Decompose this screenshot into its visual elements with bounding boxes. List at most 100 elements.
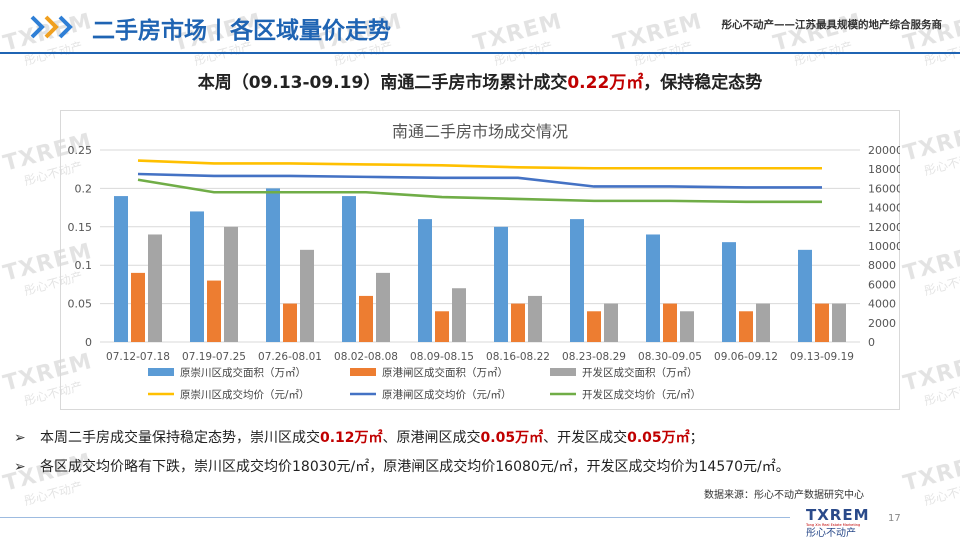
bar: [722, 242, 736, 342]
header-divider: [0, 52, 960, 54]
headline-suffix: ，保持稳定态势: [643, 73, 763, 93]
bullet-text: 各区成交均价略有下跌，崇川区成交均价18030元/㎡，原港闸区成交均价16080…: [40, 459, 790, 475]
bar: [114, 196, 128, 342]
bar: [739, 311, 753, 342]
y-tick-label-left: 0.25: [68, 144, 93, 157]
bar: [511, 303, 525, 342]
logo-subtext: Tong Xin Real Estate Marketing: [806, 523, 861, 527]
footer-divider: [0, 517, 790, 518]
series-line: [137, 159, 822, 170]
legend-swatch: [350, 368, 376, 376]
bullet-text: 本周二手房成交量保持稳定态势，崇川区成交0.12万㎡、原港闸区成交0.05万㎡、…: [40, 430, 704, 446]
legend-label: 原港闸区成交面积（万㎡）: [382, 366, 508, 379]
chart-plot: 0 0.05 0.1 0.15 0.2 0.25 0 2000 4000 6000 8000 1000…: [68, 144, 901, 401]
series-line: [137, 178, 822, 204]
x-tick-label: 08.16-08.22: [486, 351, 550, 363]
logo-text: TXREM: [806, 506, 870, 524]
bar: [452, 288, 466, 342]
legend-label: 开发区成交均价（元/㎡）: [582, 388, 701, 401]
bar: [570, 219, 584, 342]
y-tick-label-left: 0.1: [75, 259, 93, 272]
bullet-text-part: 本周二手房成交量保持稳定态势，崇川区成交: [40, 430, 320, 446]
bar: [680, 311, 694, 342]
x-tick-label: 08.30-09.05: [638, 351, 702, 363]
bar: [148, 234, 162, 342]
y-tick-label-left: 0.15: [68, 221, 93, 234]
bar: [528, 295, 542, 342]
y-tick-label-right: 20000: [868, 144, 900, 157]
highlight-value: 0.05万㎡: [627, 430, 690, 446]
bar: [587, 311, 601, 342]
x-tick-label: 08.09-08.15: [410, 351, 474, 363]
bar: [190, 211, 204, 342]
x-tick-label: 08.23-08.29: [562, 351, 626, 363]
bar: [494, 226, 508, 342]
bar: [376, 272, 390, 342]
headline-prefix: 本周（09.13-09.19）南通二手房市场累计成交: [197, 73, 568, 93]
bar: [418, 219, 432, 342]
bar: [756, 303, 770, 342]
x-tick-label: 08.02-08.08: [334, 351, 398, 363]
company-slogan: 彤心不动产——江苏最具规模的地产综合服务商: [721, 19, 943, 31]
bar: [815, 303, 829, 342]
bar: [207, 280, 221, 342]
logo-cn-text: 彤心不动产: [806, 528, 856, 539]
bar: [131, 272, 145, 342]
legend-swatch: [550, 368, 576, 376]
y-tick-label-right: 6000: [868, 278, 896, 291]
headline-highlight: 0.22万㎡: [567, 73, 644, 93]
bullet-text-part: ；: [689, 430, 704, 446]
x-tick-label: 07.12-07.18: [106, 351, 170, 363]
bar: [283, 303, 297, 342]
bullet-item: ➢ 各区成交均价略有下跌，崇川区成交均价18030元/㎡，原港闸区成交均价160…: [14, 457, 944, 477]
bullet-text-part: 、开发区成交: [543, 430, 628, 446]
series-line: [137, 172, 822, 189]
y-tick-label-right: 8000: [868, 259, 896, 272]
summary-bullets: ➢ 本周二手房成交量保持稳定态势，崇川区成交0.12万㎡、原港闸区成交0.05万…: [14, 428, 944, 486]
x-tick-label: 09.06-09.12: [714, 351, 778, 363]
highlight-value: 0.12万㎡: [320, 430, 383, 446]
y-tick-label-right: 12000: [868, 221, 900, 234]
y-tick-label-left: 0: [85, 336, 92, 349]
headline: 本周（09.13-09.19）南通二手房市场累计成交0.22万㎡，保持稳定态势: [0, 68, 960, 93]
bar: [342, 196, 356, 342]
bar: [798, 249, 812, 342]
bar: [663, 303, 677, 342]
highlight-value: 0.05万㎡: [480, 430, 544, 446]
bar: [300, 249, 314, 342]
bullet-text-part: 、原港闸区成交: [382, 430, 481, 446]
y-tick-label-right: 18000: [868, 163, 900, 176]
bar: [604, 303, 618, 342]
bar: [646, 234, 660, 342]
y-tick-label-left: 0.2: [75, 182, 93, 195]
bullet-item: ➢ 本周二手房成交量保持稳定态势，崇川区成交0.12万㎡、原港闸区成交0.05万…: [14, 428, 944, 448]
legend-label: 原港闸区成交均价（元/㎡）: [382, 388, 512, 401]
page-title: 二手房市场丨各区域量价走势: [92, 18, 391, 44]
bar: [266, 188, 280, 342]
x-tick-label: 09.13-09.19: [790, 351, 854, 363]
legend-swatch: [148, 368, 174, 376]
transaction-chart: 南通二手房市场成交情况 0 0.05 0.1 0.15 0.2 0.25 0 2000 4000…: [60, 110, 900, 410]
bar: [224, 226, 238, 342]
bar: [832, 303, 846, 342]
y-tick-label-right: 10000: [868, 240, 900, 253]
x-tick-label: 07.26-08.01: [258, 351, 322, 363]
page-number: 17: [888, 513, 901, 524]
chart-title: 南通二手房市场成交情况: [391, 122, 568, 141]
arrow-bullet-icon: ➢: [14, 430, 26, 446]
legend-label: 原崇川区成交面积（万㎡）: [180, 366, 306, 379]
legend-label: 开发区成交面积（万㎡）: [582, 366, 698, 379]
y-tick-label-right: 4000: [868, 298, 896, 311]
bar: [359, 295, 373, 342]
arrow-bullet-icon: ➢: [14, 459, 26, 475]
y-tick-label-right: 14000: [868, 202, 900, 215]
company-logo: TXREM Tong Xin Real Estate Marketing 彤心不…: [806, 506, 886, 540]
header: 二手房市场丨各区域量价走势 彤心不动产——江苏最具规模的地产综合服务商: [0, 0, 960, 52]
bar: [435, 311, 449, 342]
legend-label: 原崇川区成交均价（元/㎡）: [180, 388, 310, 401]
chart-frame: [60, 110, 900, 410]
y-tick-label-right: 16000: [868, 182, 900, 195]
chevron-right-icon: [30, 15, 73, 39]
y-tick-label-right: 2000: [868, 317, 896, 330]
bullet-text-part: 各区成交均价略有下跌，崇川区成交均价18030元/㎡，原港闸区成交均价16080…: [40, 459, 790, 475]
